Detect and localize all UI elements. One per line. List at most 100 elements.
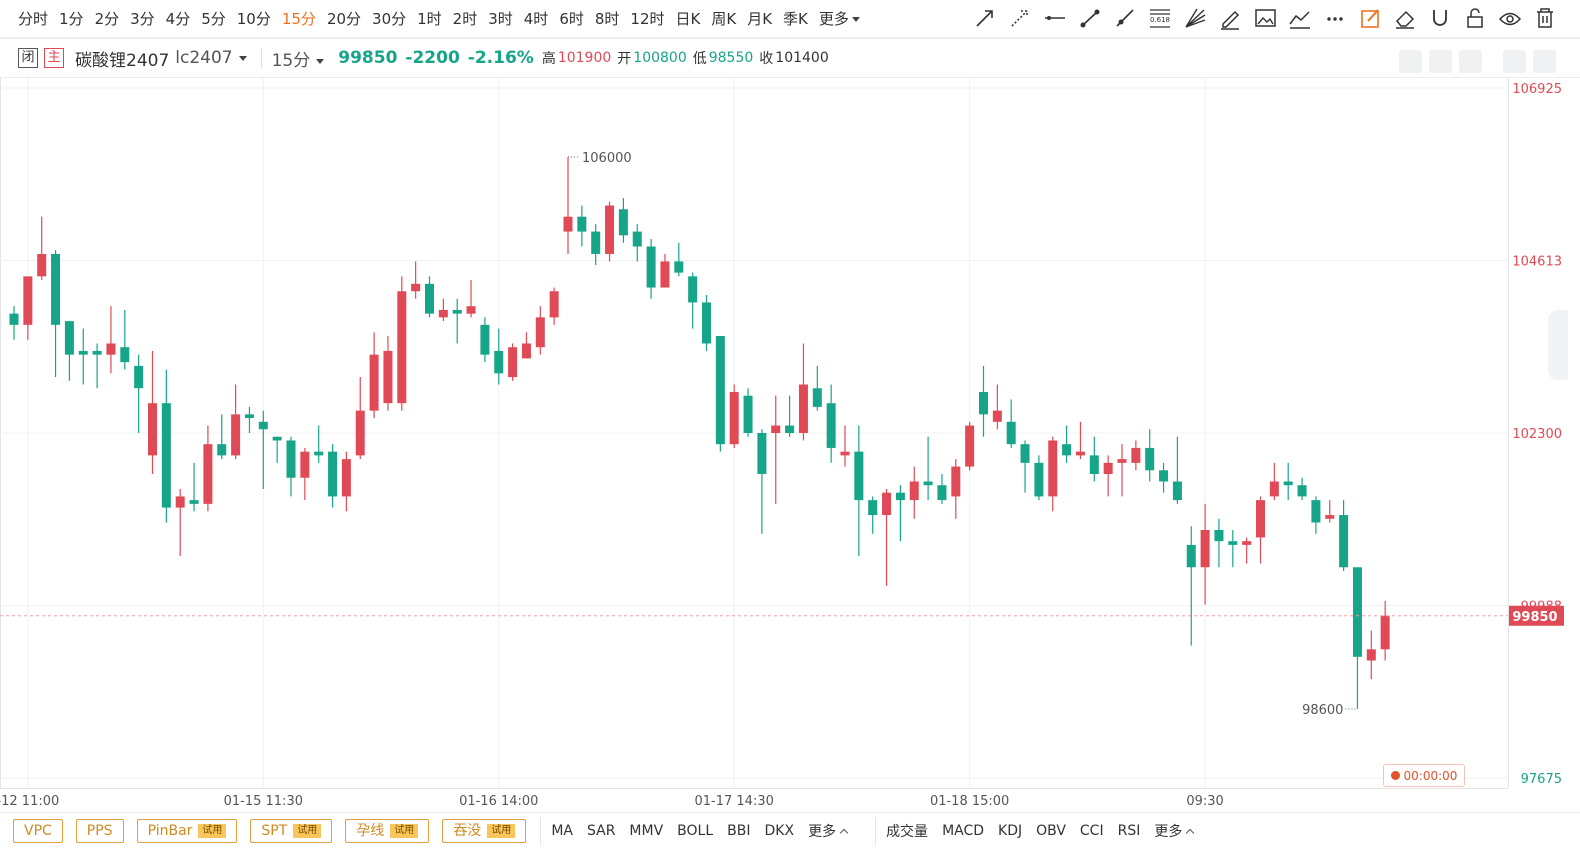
more-tools[interactable] (1322, 4, 1348, 32)
period-button[interactable]: 4时 (523, 10, 549, 28)
candle-body (1172, 481, 1182, 501)
candle-body (743, 395, 753, 433)
pattern-button[interactable]: VPC (13, 819, 63, 843)
period-button[interactable]: 30分 (372, 10, 407, 28)
period-button[interactable]: 4分 (165, 10, 191, 28)
candle-body (660, 261, 670, 288)
period-button[interactable]: 8时 (594, 10, 620, 28)
pattern-button[interactable]: PPS (75, 819, 124, 843)
main-indicator[interactable]: MMV (629, 823, 664, 839)
period-button[interactable]: 20分 (326, 10, 362, 28)
side-collapse[interactable] (1548, 310, 1568, 380)
period-button[interactable]: 5分 (201, 10, 226, 28)
period-button[interactable]: 15分 (281, 10, 316, 28)
eraser-tool[interactable] (1392, 4, 1418, 32)
candle-body (1283, 481, 1293, 486)
main-indicator[interactable]: 更多 (808, 821, 847, 841)
period-button[interactable]: 3时 (488, 10, 513, 28)
period-button[interactable]: 日K (675, 10, 701, 28)
ray-tool[interactable] (1112, 4, 1138, 32)
candle-body (1159, 470, 1169, 482)
candle-body (120, 347, 130, 363)
low-value: 98550 (708, 50, 754, 66)
main-indicator[interactable]: BOLL (677, 823, 714, 839)
candle-body (328, 451, 338, 497)
panel-button[interactable] (1399, 50, 1422, 73)
period-button[interactable]: 6时 (559, 10, 584, 28)
period-button[interactable]: 更多 (819, 8, 860, 29)
candle-body (314, 451, 324, 456)
symbol-code[interactable]: lc2407 (175, 48, 246, 68)
pattern-button[interactable]: PinBar 试用 (136, 819, 238, 843)
main-indicator[interactable]: MA (551, 823, 573, 839)
dotted-arrow-tool[interactable] (1007, 4, 1033, 32)
period-button[interactable]: 10分 (236, 10, 271, 28)
sub-indicator[interactable]: CCI (1079, 823, 1104, 839)
period-button[interactable]: 12时 (630, 10, 665, 28)
trial-tag: 试用 (293, 824, 322, 838)
period-button[interactable]: 3分 (130, 10, 155, 28)
candle-body (355, 410, 365, 456)
visibility-tool[interactable] (1497, 4, 1523, 32)
period-button[interactable]: 1分 (59, 10, 84, 28)
candle-body (1256, 500, 1265, 538)
panel-button[interactable] (1459, 50, 1482, 73)
main-indicator[interactable]: BBI (727, 823, 751, 839)
candle-body (480, 324, 490, 355)
period-button[interactable]: 月K (747, 10, 773, 28)
candle-body (466, 306, 476, 314)
arrow-tool[interactable] (972, 4, 998, 32)
panel-button[interactable] (1503, 50, 1526, 73)
candle-body (1075, 451, 1085, 456)
pen-tool[interactable] (1217, 4, 1243, 32)
candle-body (1186, 544, 1196, 568)
period-button[interactable]: 周K (711, 10, 737, 28)
segment-tool[interactable] (1077, 4, 1103, 32)
delete-tool[interactable] (1532, 4, 1558, 32)
pattern-button[interactable]: SPT 试用 (250, 819, 333, 843)
panel-button[interactable] (1533, 50, 1556, 73)
candle-body (702, 302, 711, 344)
period-button[interactable]: 2分 (94, 10, 120, 28)
line-chart-tool[interactable] (1287, 4, 1313, 32)
magnet-tool[interactable] (1427, 4, 1453, 32)
pattern-name: PPS (86, 823, 113, 839)
sub-indicator[interactable]: 更多 (1154, 821, 1193, 841)
period-button[interactable]: 分时 (18, 10, 49, 28)
candle-body (51, 253, 61, 325)
divider (260, 48, 262, 68)
period-button[interactable]: 1时 (417, 10, 442, 28)
symbol-header: 闭 主 碳酸锂2407 lc2407 15分 99850 -2200 -2.16… (0, 39, 1580, 78)
candle-body (161, 403, 171, 508)
candle-body (785, 425, 795, 433)
sub-indicator[interactable]: KDJ (998, 823, 1023, 839)
sub-indicator[interactable]: RSI (1117, 823, 1141, 839)
sub-indicator[interactable]: OBV (1036, 823, 1066, 839)
period-button[interactable]: 季K (783, 10, 808, 28)
edit-toggle[interactable] (1357, 4, 1383, 32)
pattern-button[interactable]: 孕线 试用 (345, 819, 430, 843)
period-select[interactable]: 15分 (272, 46, 325, 71)
y-tick-label: 104613 (1512, 255, 1562, 270)
open-value: 100800 (633, 50, 687, 66)
candle-body (452, 309, 462, 314)
fan-tool[interactable] (1182, 4, 1208, 32)
hline-tool[interactable] (1042, 4, 1068, 32)
sub-indicator[interactable]: MACD (942, 823, 985, 839)
candle-body (425, 283, 434, 314)
pattern-button[interactable]: 吞没 试用 (442, 819, 527, 843)
panel-button[interactable] (1429, 50, 1452, 73)
main-indicator[interactable]: DKX (764, 823, 795, 839)
y-tick-label: 102300 (1512, 427, 1562, 442)
period-toolbar: 分时 1分 2分 3分 4分 5分 10分 15分 20分 30分 1时 2时 3时 4时 6时 8时 12时日… (0, 0, 1580, 39)
fib-tool[interactable]: 0.618 (1147, 4, 1173, 32)
sub-indicator[interactable]: 成交量 (886, 824, 929, 840)
timer-text: 00:00:00 (1403, 768, 1458, 783)
lock-tool[interactable] (1462, 4, 1488, 32)
pattern-name: PinBar (147, 823, 193, 839)
image-tool[interactable] (1252, 4, 1278, 32)
period-button[interactable]: 2时 (452, 10, 478, 28)
candle-body (92, 350, 102, 355)
main-indicator[interactable]: SAR (586, 823, 616, 839)
